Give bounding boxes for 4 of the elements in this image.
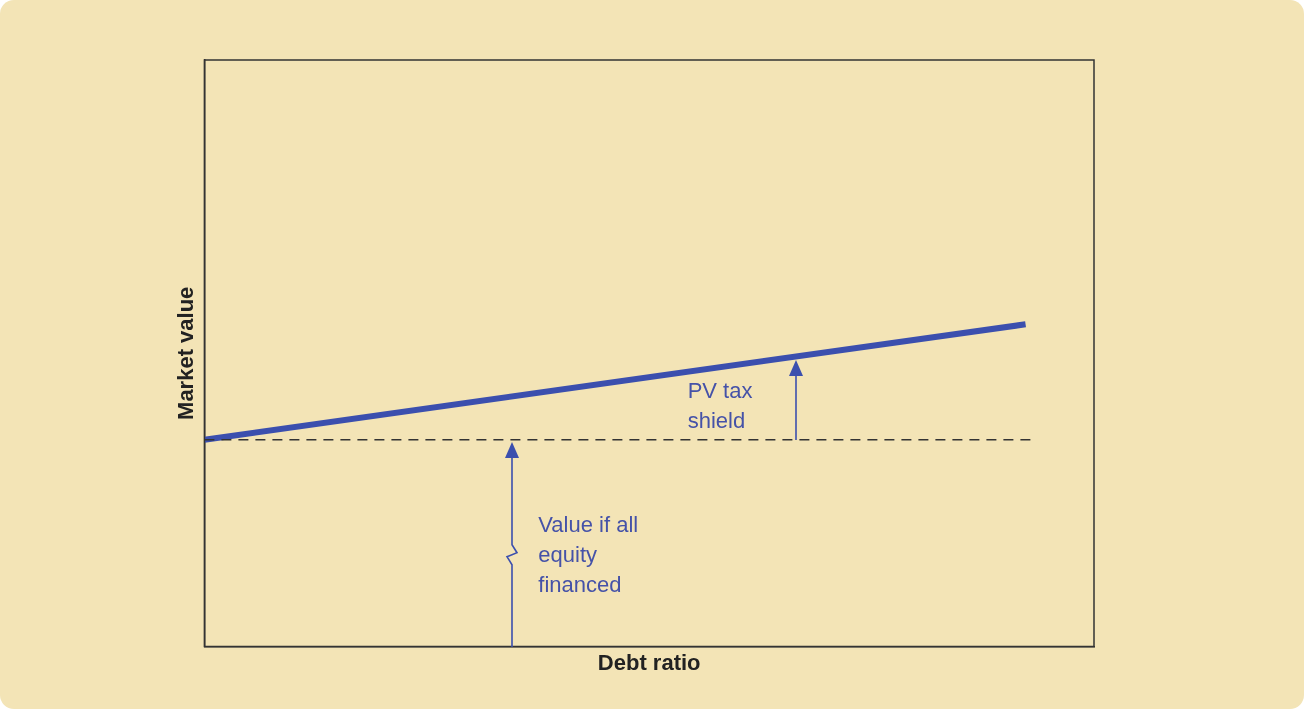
x-axis-title: Debt ratio [597,649,701,675]
annotation: PV tax shield [687,376,754,435]
annotation: Value if all equity financed [538,510,640,599]
y-axis-title: Market value [173,286,199,420]
